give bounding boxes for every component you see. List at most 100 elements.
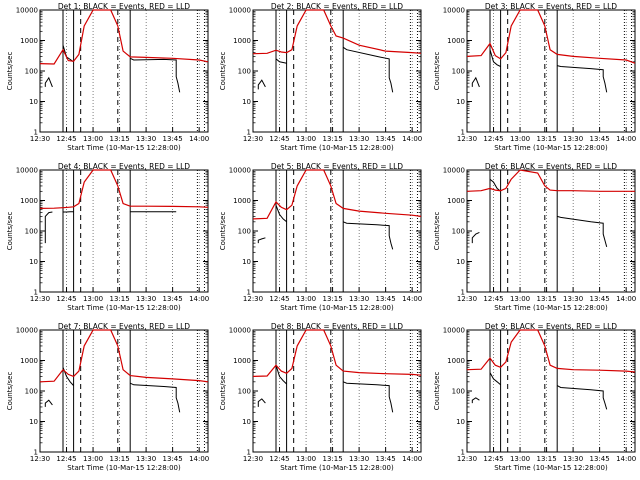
x-tick-label: 13:15 bbox=[109, 295, 129, 303]
plot-frame bbox=[252, 9, 422, 133]
y-tick-label: 10000 bbox=[16, 167, 38, 175]
x-tick-label: 13:00 bbox=[510, 135, 530, 143]
x-tick-label: 13:45 bbox=[163, 295, 183, 303]
y-tick-label: 10 bbox=[242, 98, 251, 106]
y-tick-label: 1 bbox=[34, 289, 38, 297]
y-tick-label: 10000 bbox=[16, 327, 38, 335]
x-tick-label: 12:30 bbox=[30, 135, 50, 143]
detector-chart-7: Det 7: BLACK = Events, RED = LLD 1 10 100 10… bbox=[6, 322, 209, 472]
detector-chart-4: Det 4: BLACK = Events, RED = LLD 1 10 100 10… bbox=[6, 162, 209, 312]
y-tick-label: 1 bbox=[460, 449, 464, 457]
x-tick-label: 12:30 bbox=[243, 455, 263, 463]
chart-title: Det 3: BLACK = Events, RED = LLD bbox=[485, 2, 617, 11]
chart-title: Det 5: BLACK = Events, RED = LLD bbox=[271, 162, 403, 171]
events-series-line bbox=[258, 205, 394, 250]
x-tick-label: 14:00 bbox=[402, 455, 422, 463]
y-tick-label: 100 bbox=[25, 388, 38, 396]
x-tick-label: 14:00 bbox=[189, 135, 209, 143]
detector-chart-2: Det 2: BLACK = Events, RED = LLD 1 10 100 10… bbox=[219, 2, 422, 152]
x-tick-label: 12:30 bbox=[457, 135, 477, 143]
y-tick-label: 10000 bbox=[442, 7, 464, 15]
y-axis-label: Counts/sec bbox=[6, 212, 14, 251]
x-tick-label: 13:30 bbox=[136, 455, 156, 463]
y-tick-label: 10000 bbox=[229, 167, 251, 175]
x-tick-label: 12:45 bbox=[270, 455, 290, 463]
x-tick-label: 12:45 bbox=[483, 455, 503, 463]
x-tick-label: 14:00 bbox=[616, 295, 636, 303]
x-tick-label: 14:00 bbox=[189, 295, 209, 303]
y-tick-label: 1 bbox=[247, 289, 251, 297]
x-axis-label: Start Time (10-Mar-15 12:28:00) bbox=[281, 144, 395, 152]
detector-chart-9: Det 9: BLACK = Events, RED = LLD 1 10 100 10… bbox=[433, 322, 636, 472]
x-axis-label: Start Time (10-Mar-15 12:28:00) bbox=[494, 304, 608, 312]
y-tick-label: 100 bbox=[238, 388, 251, 396]
y-tick-label: 10 bbox=[456, 258, 465, 266]
detector-chart-3: Det 3: BLACK = Events, RED = LLD 1 10 100 10… bbox=[433, 2, 636, 152]
y-tick-label: 100 bbox=[451, 388, 464, 396]
x-tick-label: 12:30 bbox=[30, 295, 50, 303]
y-tick-label: 1000 bbox=[20, 197, 38, 205]
x-tick-label: 12:45 bbox=[56, 455, 76, 463]
x-axis-label: Start Time (10-Mar-15 12:28:00) bbox=[67, 144, 181, 152]
x-tick-label: 13:30 bbox=[563, 455, 583, 463]
y-tick-label: 10 bbox=[29, 258, 38, 266]
x-tick-label: 13:00 bbox=[296, 295, 316, 303]
lld-series-line bbox=[253, 169, 422, 220]
x-tick-label: 13:45 bbox=[376, 295, 396, 303]
x-tick-label: 13:15 bbox=[323, 135, 343, 143]
x-tick-label: 12:45 bbox=[270, 295, 290, 303]
events-series-line bbox=[471, 178, 607, 248]
y-tick-label: 1000 bbox=[234, 37, 252, 45]
x-axis-label: Start Time (10-Mar-15 12:28:00) bbox=[67, 304, 181, 312]
y-tick-label: 10 bbox=[29, 98, 38, 106]
y-tick-label: 1000 bbox=[234, 197, 252, 205]
detector-chart-6: Det 6: BLACK = Events, RED = LLD 1 10 100 10… bbox=[433, 162, 636, 312]
chart-title: Det 2: BLACK = Events, RED = LLD bbox=[271, 2, 403, 11]
events-series-line bbox=[471, 49, 607, 93]
events-series-line bbox=[44, 211, 177, 244]
x-tick-label: 13:30 bbox=[349, 455, 369, 463]
lld-series-line bbox=[466, 329, 635, 373]
lld-series-line bbox=[39, 9, 209, 65]
y-tick-label: 1 bbox=[247, 129, 251, 137]
events-series-line bbox=[44, 367, 181, 413]
x-tick-label: 13:15 bbox=[536, 135, 556, 143]
x-tick-label: 13:00 bbox=[83, 295, 103, 303]
lld-series-line bbox=[466, 169, 635, 192]
y-tick-label: 10 bbox=[456, 418, 465, 426]
plot-frame bbox=[466, 329, 636, 453]
x-tick-label: 12:45 bbox=[270, 135, 290, 143]
y-tick-label: 1000 bbox=[234, 357, 252, 365]
chart-title: Det 8: BLACK = Events, RED = LLD bbox=[271, 322, 403, 331]
x-tick-label: 13:00 bbox=[510, 455, 530, 463]
y-tick-label: 100 bbox=[451, 68, 464, 76]
events-series-line bbox=[258, 46, 394, 93]
x-tick-label: 14:00 bbox=[402, 135, 422, 143]
y-axis-label: Counts/sec bbox=[219, 52, 227, 91]
detector-chart-1: Det 1: BLACK = Events, RED = LLD 1 10 100 10… bbox=[6, 2, 209, 152]
y-axis-label: Counts/sec bbox=[219, 372, 227, 411]
x-tick-label: 13:45 bbox=[376, 455, 396, 463]
x-tick-label: 13:45 bbox=[163, 455, 183, 463]
x-tick-label: 13:30 bbox=[563, 295, 583, 303]
y-axis-label: Counts/sec bbox=[219, 212, 227, 251]
y-tick-label: 10000 bbox=[442, 327, 464, 335]
x-tick-label: 13:15 bbox=[536, 295, 556, 303]
x-tick-label: 12:30 bbox=[457, 295, 477, 303]
plot-frame bbox=[252, 329, 422, 453]
x-tick-label: 12:30 bbox=[243, 135, 263, 143]
x-tick-label: 13:30 bbox=[136, 295, 156, 303]
y-tick-label: 1000 bbox=[447, 357, 465, 365]
x-tick-label: 13:45 bbox=[376, 135, 396, 143]
x-tick-label: 12:30 bbox=[243, 295, 263, 303]
x-tick-label: 13:00 bbox=[83, 455, 103, 463]
y-tick-label: 10000 bbox=[442, 167, 464, 175]
y-tick-label: 100 bbox=[238, 68, 251, 76]
plot-frame bbox=[252, 169, 422, 293]
y-tick-label: 10000 bbox=[229, 7, 251, 15]
x-tick-label: 14:00 bbox=[402, 295, 422, 303]
y-tick-label: 10000 bbox=[16, 7, 38, 15]
x-axis-label: Start Time (10-Mar-15 12:28:00) bbox=[281, 304, 395, 312]
x-tick-label: 14:00 bbox=[616, 455, 636, 463]
events-series-line bbox=[44, 45, 181, 93]
